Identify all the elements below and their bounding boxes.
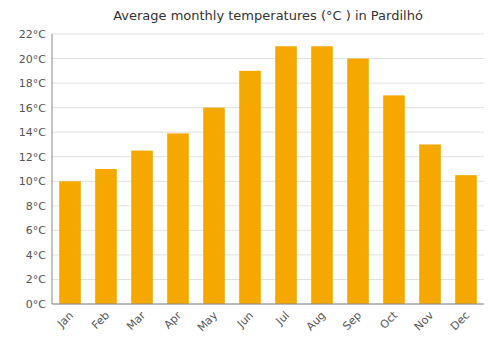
grid-line [52,132,484,133]
x-tick-label: Jun [234,309,256,331]
bar [383,95,405,304]
grid-line [52,107,484,108]
x-tick-label: Dec [448,309,472,333]
x-tick-label: Oct [377,308,400,331]
y-axis-line [52,34,53,304]
bar [59,181,81,304]
bar [95,169,117,304]
x-tick-label: Jan [54,309,76,331]
x-axis-line [52,304,484,305]
chart: Average monthly temperatures (°C ) in Pa… [0,0,500,350]
y-tick-label: 20°C [19,53,46,66]
grid-line [52,83,484,84]
bar [275,46,297,304]
bar [203,108,225,304]
bar [455,175,477,304]
x-tick-label: Aug [304,309,328,333]
title: Average monthly temperatures (°C ) in Pa… [113,8,423,23]
y-axis: 0°C 2°C 4°C 6°C 8°C 10°C 12°C 14°C 16°C 18°C 20°C 2… [19,28,46,311]
grid-line [52,304,484,305]
x-axis: Jan Feb Mar Apr May Jun Jul Aug Sep Oct Nov Dec [54,308,472,334]
bar [419,144,441,304]
y-tick-label: 12°C [19,151,46,164]
y-tick-label: 8°C [26,200,46,213]
bars [59,46,477,304]
grid-line [52,58,484,59]
x-tick-label: Mar [124,309,148,333]
x-tick-label: May [195,309,221,335]
y-tick-label: 6°C [26,224,46,237]
chart-container: Average monthly temperatures (°C ) in Pa… [0,0,500,350]
y-tick-label: 14°C [19,126,46,139]
y-tick-label: 16°C [19,102,46,115]
y-tick-label: 2°C [26,273,46,286]
bar [167,133,189,304]
x-tick-label: Feb [89,309,112,332]
x-tick-label: Jul [273,309,292,328]
y-tick-label: 10°C [19,175,46,188]
x-tick-label: Sep [340,309,364,333]
bar [311,46,333,304]
grid [52,34,484,304]
y-tick-label: 4°C [26,249,46,262]
grid-line [52,34,484,35]
bar [239,71,261,304]
bar [347,59,369,304]
y-tick-label: 22°C [19,28,46,41]
x-tick-label: Nov [412,309,437,334]
x-tick-label: Apr [161,309,184,332]
y-tick-label: 0°C [26,298,46,311]
y-tick-label: 18°C [19,77,46,90]
bar [131,151,153,304]
